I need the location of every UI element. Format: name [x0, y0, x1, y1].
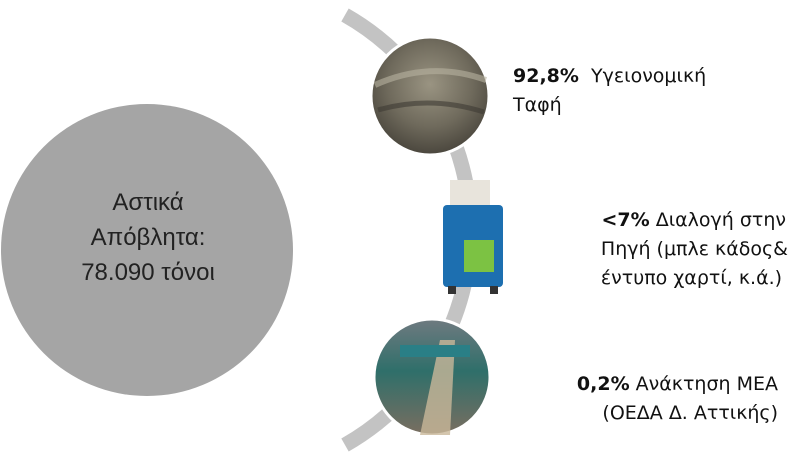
- item-text: Ταφή: [513, 91, 706, 120]
- page: {"center": {"lines": ["Αστικά", "Απόβλητ…: [0, 0, 792, 461]
- center-line: Απόβλητα:: [17, 220, 279, 255]
- item-label: 92,8% Υγειονομική Ταφή: [513, 62, 706, 120]
- item-text: Πηγή (μπλε κάδος&: [601, 235, 788, 264]
- item-share: 92,8%: [513, 65, 579, 87]
- item-text: (ΟΕΔΑ Δ. Αττικής): [577, 399, 778, 428]
- item-text: Διαλογή στην: [656, 209, 786, 231]
- center-line: 78.090 τόνοι: [17, 255, 279, 290]
- item-text: έντυπο χαρτί, κ.ά.): [601, 264, 788, 293]
- item-label: <7% Διαλογή στην Πηγή (μπλε κάδος& έντυπ…: [601, 206, 788, 293]
- item-text: Ανάκτηση ΜΕΑ: [636, 373, 778, 395]
- recycling-bin-image: [443, 180, 503, 294]
- recovery-plant-image: [374, 319, 490, 435]
- item-text: Υγειονομική: [591, 65, 706, 87]
- item-share: <7%: [601, 209, 649, 231]
- center-label: Αστικά Απόβλητα: 78.090 τόνοι: [17, 185, 279, 290]
- landfill-image: [371, 37, 489, 155]
- center-line: Αστικά: [17, 185, 279, 220]
- item-label: 0,2% Ανάκτηση ΜΕΑ (ΟΕΔΑ Δ. Αττικής): [577, 370, 778, 428]
- item-share: 0,2%: [577, 373, 630, 395]
